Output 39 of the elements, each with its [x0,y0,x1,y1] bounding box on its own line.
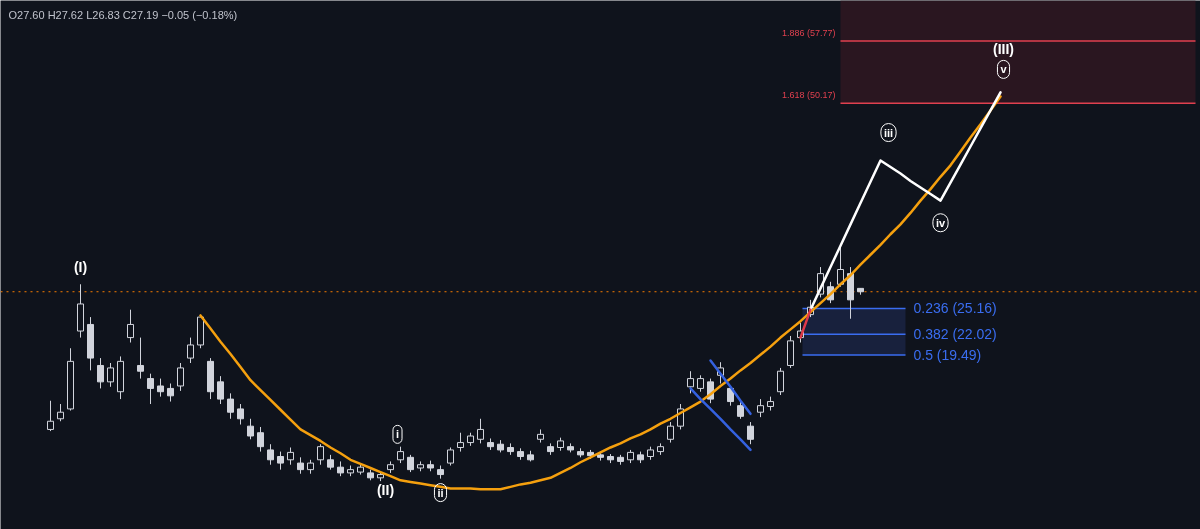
candlestick [227,392,234,420]
annotation: (II) [376,482,395,499]
candlestick [667,421,674,444]
candlestick [267,443,274,466]
candlestick [177,362,184,392]
annotation: i [395,428,400,441]
candlestick [447,446,454,467]
ref-line-label: 1.618 (50.17) [781,90,836,101]
candlestick [757,398,764,418]
annotation: v [1000,63,1008,76]
candlestick [147,373,154,405]
candlestick [277,451,284,471]
candlestick [187,337,194,364]
candlestick [107,362,114,388]
candlestick [167,383,174,403]
candlestick [257,426,264,453]
ref-line-label: 0.5 (19.49) [913,346,982,363]
candlestick [217,375,224,405]
ref-line-label: 0.382 (22.02) [913,326,997,343]
candlestick [477,418,484,444]
annotation: iii [883,126,894,139]
annotation: iv [935,216,946,229]
candlestick [237,403,244,426]
annotation: (III) [993,40,1014,57]
candlestick [777,367,784,396]
candlestick [457,432,464,453]
candlestick [747,421,754,445]
annotation: ii [437,486,444,499]
candlestick [247,418,254,440]
candlestick [317,443,324,466]
candlestick [47,400,54,432]
candlestick [127,309,134,343]
text: O27.60 H27.62 L26.83 C27.19 −0.05 (−0.18%) [8,8,238,21]
candlestick [97,357,104,389]
candlestick [157,378,164,398]
annotation: (I) [73,259,88,276]
candlestick [137,337,144,380]
ref-line-label: 0.236 (25.16) [913,300,997,317]
ref-line-label: 1.886 (57.77) [781,27,836,38]
